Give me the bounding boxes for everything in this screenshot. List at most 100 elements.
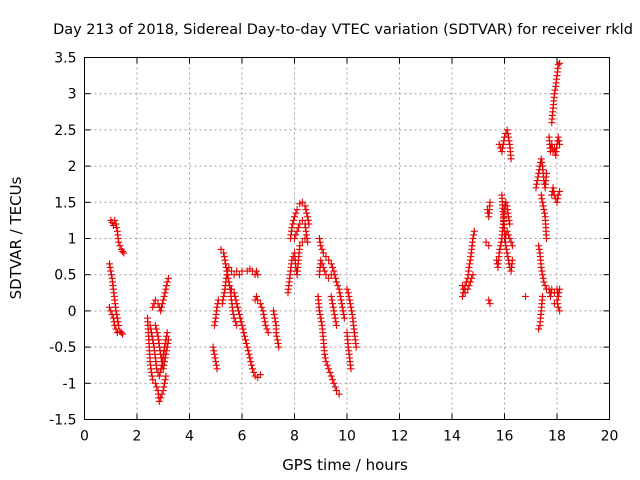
data-point bbox=[346, 300, 354, 308]
x-tick-label: 20 bbox=[601, 429, 619, 445]
data-point bbox=[540, 206, 548, 214]
data-point bbox=[156, 368, 164, 376]
data-point bbox=[304, 238, 312, 246]
data-point bbox=[333, 387, 340, 395]
data-point bbox=[465, 263, 473, 271]
data-point bbox=[161, 289, 169, 297]
data-point bbox=[220, 253, 228, 261]
data-point bbox=[260, 311, 268, 319]
y-axis-title: SDTVAR / TECUs bbox=[7, 176, 25, 299]
data-point bbox=[325, 365, 333, 373]
data-point bbox=[210, 350, 218, 358]
data-point bbox=[219, 296, 227, 304]
data-point bbox=[116, 242, 124, 250]
data-point bbox=[485, 296, 493, 304]
data-point bbox=[249, 365, 256, 373]
data-point bbox=[318, 245, 326, 253]
data-point bbox=[331, 314, 339, 322]
data-point bbox=[256, 300, 264, 308]
data-point bbox=[504, 253, 512, 261]
data-point bbox=[158, 303, 165, 311]
data-point bbox=[242, 336, 249, 344]
data-point bbox=[541, 209, 549, 217]
data-point bbox=[236, 314, 244, 322]
data-point bbox=[159, 387, 167, 395]
data-point bbox=[222, 274, 230, 282]
data-point bbox=[210, 347, 218, 355]
data-point bbox=[464, 285, 472, 293]
data-point bbox=[535, 242, 543, 250]
data-point bbox=[541, 282, 549, 290]
data-point bbox=[288, 224, 296, 232]
data-point bbox=[332, 274, 340, 282]
data-point bbox=[327, 271, 335, 279]
data-point bbox=[317, 256, 325, 264]
data-point bbox=[160, 361, 168, 369]
data-point bbox=[554, 133, 562, 141]
data-point bbox=[243, 343, 251, 351]
data-point bbox=[113, 329, 121, 337]
data-point bbox=[315, 235, 323, 242]
data-point bbox=[264, 329, 272, 337]
data-point bbox=[162, 285, 170, 293]
data-point bbox=[263, 325, 271, 333]
data-point bbox=[532, 184, 540, 192]
data-point bbox=[328, 296, 336, 304]
data-point bbox=[159, 296, 167, 304]
data-point bbox=[539, 202, 547, 210]
data-point bbox=[254, 296, 262, 304]
data-point bbox=[550, 187, 558, 195]
data-point bbox=[543, 235, 550, 242]
y-tick-label: 3 bbox=[68, 87, 77, 103]
data-point bbox=[162, 372, 170, 380]
data-point bbox=[486, 300, 494, 308]
data-point bbox=[222, 260, 230, 268]
data-point bbox=[239, 325, 247, 333]
data-point bbox=[505, 216, 513, 224]
data-point bbox=[325, 256, 333, 264]
data-point bbox=[220, 289, 228, 297]
data-point bbox=[321, 267, 329, 275]
data-point bbox=[329, 376, 337, 384]
data-point bbox=[504, 130, 512, 138]
data-point bbox=[163, 332, 171, 340]
data-point bbox=[504, 133, 512, 141]
data-point bbox=[161, 354, 169, 362]
y-tick-label: 1.5 bbox=[54, 195, 76, 211]
data-point bbox=[235, 307, 242, 315]
data-point bbox=[317, 318, 325, 326]
data-point bbox=[338, 303, 346, 311]
data-point bbox=[247, 358, 255, 366]
data-point bbox=[347, 365, 355, 373]
data-point bbox=[459, 282, 466, 290]
data-point bbox=[461, 289, 469, 297]
grid bbox=[84, 57, 610, 420]
data-point bbox=[556, 307, 564, 315]
data-point bbox=[275, 343, 283, 351]
data-point bbox=[149, 303, 157, 311]
data-point bbox=[234, 303, 242, 311]
data-point bbox=[107, 307, 115, 315]
data-point bbox=[298, 216, 306, 224]
data-point bbox=[322, 253, 330, 261]
data-point bbox=[165, 274, 172, 282]
data-point bbox=[321, 350, 329, 358]
data-point bbox=[554, 292, 562, 300]
x-tick-label: 6 bbox=[238, 429, 247, 445]
data-point bbox=[466, 278, 474, 286]
data-point bbox=[506, 220, 514, 228]
data-point bbox=[537, 263, 545, 271]
data-point bbox=[163, 343, 171, 351]
data-point bbox=[105, 303, 113, 311]
data-point bbox=[330, 379, 338, 387]
data-point bbox=[539, 274, 547, 282]
data-point bbox=[232, 296, 240, 304]
x-tick-label: 16 bbox=[496, 429, 514, 445]
data-point bbox=[301, 202, 309, 210]
data-point bbox=[115, 238, 123, 246]
data-point bbox=[335, 285, 343, 293]
data-point bbox=[317, 314, 325, 322]
x-tick-label: 2 bbox=[133, 429, 142, 445]
data-point bbox=[508, 242, 516, 250]
